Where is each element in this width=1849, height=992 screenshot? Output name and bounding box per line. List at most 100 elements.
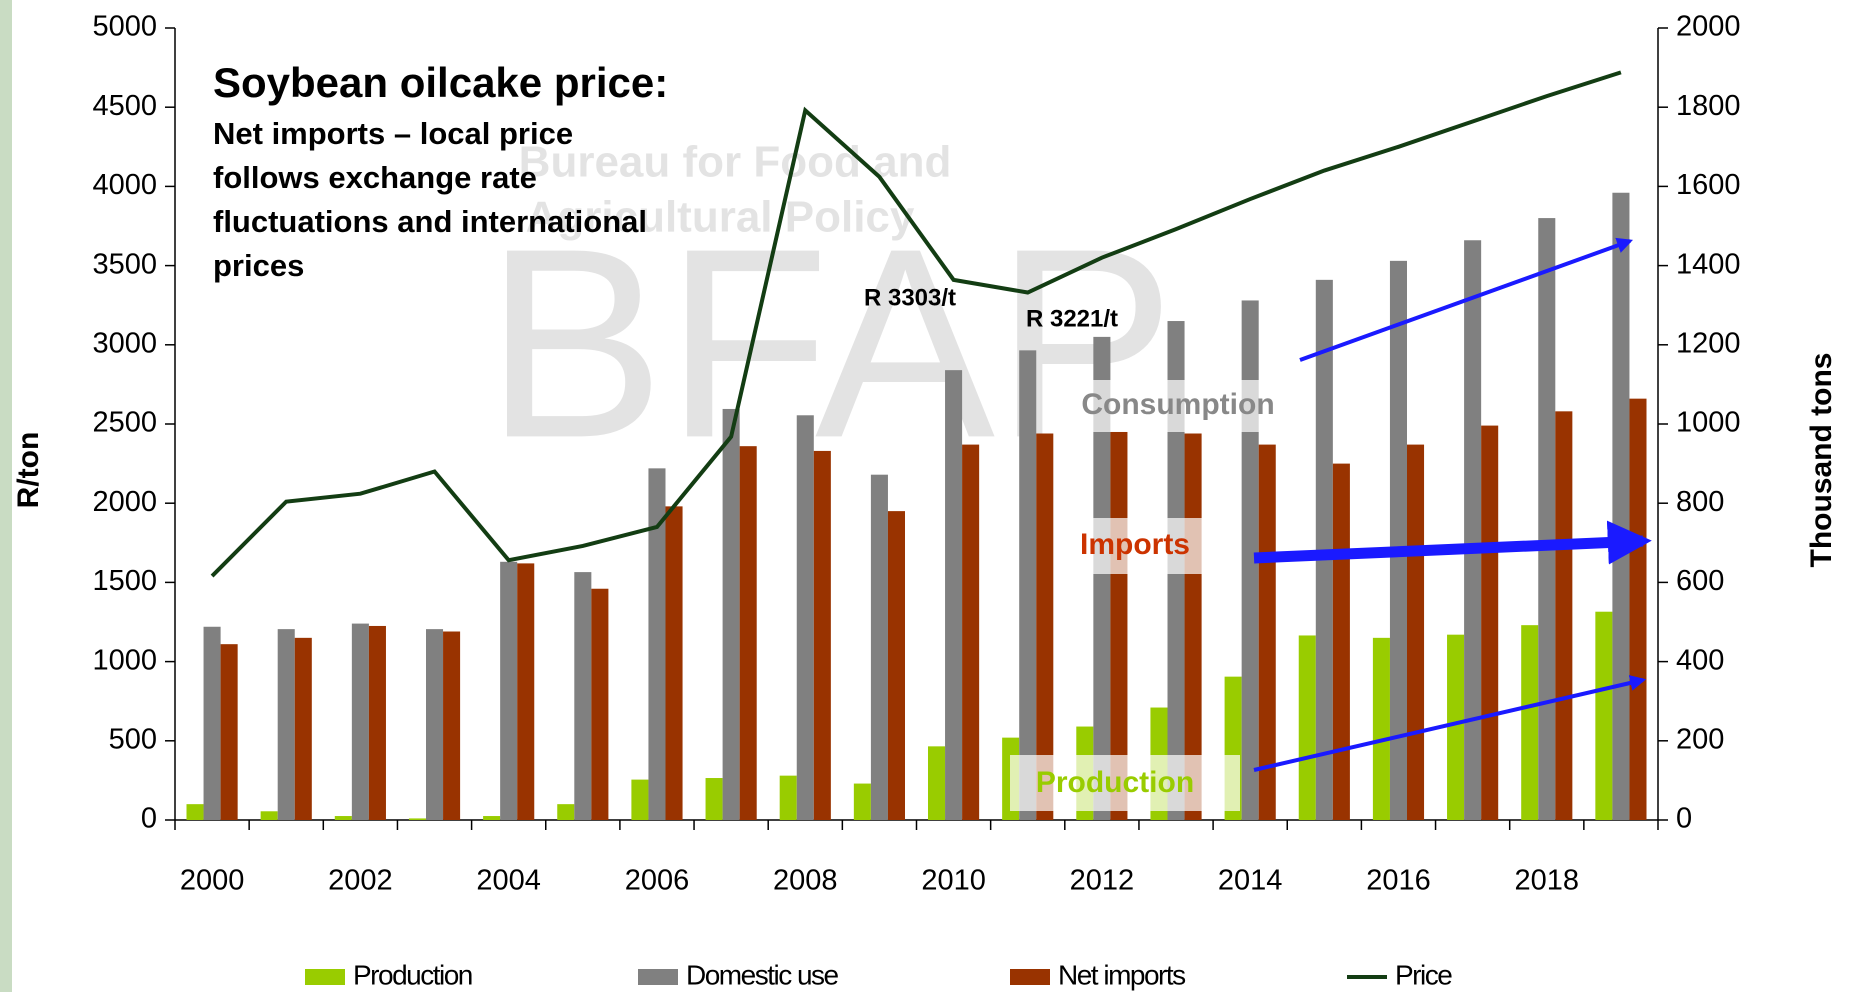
side-strip (0, 0, 12, 992)
y-tick-label: 5000 (92, 11, 157, 43)
y2-tick-label: 1400 (1676, 248, 1741, 280)
bar (1333, 464, 1350, 820)
bar (797, 415, 814, 820)
bar (945, 370, 962, 820)
trend-arrow (1254, 541, 1643, 558)
bar (574, 572, 591, 820)
annotation: Consumption (1081, 388, 1274, 421)
y-tick-label: 0 (141, 803, 157, 835)
bar (1373, 638, 1390, 820)
x-tick-label: 2006 (625, 865, 690, 897)
bar (962, 445, 979, 820)
y-tick-label: 1000 (92, 644, 157, 676)
bar (1612, 193, 1629, 820)
y2-tick-label: 1800 (1676, 90, 1741, 122)
x-tick-label: 2016 (1366, 865, 1431, 897)
x-tick-label: 2002 (328, 865, 393, 897)
y-tick-label: 3500 (92, 248, 157, 280)
y2-axis-label: Thousand tons (1805, 353, 1838, 568)
bar (666, 506, 683, 820)
bar (1299, 635, 1316, 820)
bar (352, 624, 369, 820)
legend-label: Price (1395, 959, 1452, 990)
bar (204, 627, 221, 820)
y-tick-label: 3000 (92, 327, 157, 359)
y2-tick-label: 1200 (1676, 327, 1741, 359)
y2-tick-label: 0 (1676, 803, 1692, 835)
bar (591, 589, 608, 820)
bar (278, 629, 295, 820)
bar (1521, 625, 1538, 820)
y2-tick-label: 800 (1676, 486, 1724, 518)
bar (1538, 218, 1555, 820)
x-tick-label: 2000 (180, 865, 245, 897)
x-tick-label: 2010 (921, 865, 986, 897)
subtitle-line: Net imports – local price (213, 116, 573, 151)
bar (426, 629, 443, 820)
y2-tick-label: 2000 (1676, 11, 1741, 43)
annotation: Imports (1080, 528, 1190, 561)
bar (443, 632, 460, 820)
bar (723, 409, 740, 820)
bar (1464, 240, 1481, 820)
bar (706, 778, 723, 820)
annotation: R 3221/t (1026, 305, 1118, 332)
watermark: Bureau for Food and (519, 138, 952, 187)
bar (335, 816, 352, 820)
y-tick-label: 2000 (92, 486, 157, 518)
bar (1481, 426, 1498, 820)
x-tick-label: 2008 (773, 865, 838, 897)
y2-tick-label: 400 (1676, 644, 1724, 676)
bar (369, 626, 386, 820)
subtitle-line: fluctuations and international (213, 204, 647, 239)
legend-label: Net imports (1058, 959, 1185, 990)
x-tick-label: 2012 (1070, 865, 1135, 897)
y2-tick-label: 200 (1676, 723, 1724, 755)
bar (261, 811, 278, 820)
y-tick-label: 1500 (92, 565, 157, 597)
x-tick-label: 2014 (1218, 865, 1283, 897)
bar (928, 746, 945, 820)
bar (1555, 411, 1572, 820)
x-tick-label: 2004 (476, 865, 541, 897)
bar (1407, 445, 1424, 820)
y-tick-label: 4500 (92, 90, 157, 122)
bar (1595, 612, 1612, 820)
subtitle-line: follows exchange rate (213, 160, 537, 195)
legend-marker (305, 969, 345, 985)
bar (871, 475, 888, 820)
bar (483, 816, 500, 820)
annotation: Production (1036, 766, 1194, 799)
legend-label: Domestic use (686, 959, 839, 990)
annotation: R 3303/t (864, 284, 956, 311)
y2-tick-label: 600 (1676, 565, 1724, 597)
bar (517, 563, 534, 820)
subtitle-line: prices (213, 248, 304, 283)
bar (500, 562, 517, 820)
bar (780, 776, 797, 820)
bar (631, 780, 648, 820)
chart-title: Soybean oilcake price: (213, 59, 668, 106)
bar (221, 644, 238, 820)
bar (295, 638, 312, 820)
legend-label: Production (353, 959, 472, 990)
bar (740, 446, 757, 820)
bar (1629, 399, 1646, 820)
legend-marker (638, 969, 678, 985)
y-tick-label: 2500 (92, 407, 157, 439)
bar (814, 451, 831, 820)
y-axis-label: R/ton (12, 432, 45, 509)
bar (1019, 350, 1036, 820)
chart: Bureau for Food andAgricultural PolicyBF… (0, 0, 1849, 992)
legend-marker (1010, 969, 1050, 985)
y-tick-label: 4000 (92, 169, 157, 201)
bar (409, 818, 426, 820)
bar (557, 804, 574, 820)
x-tick-label: 2018 (1515, 865, 1580, 897)
bar (854, 784, 871, 820)
bar (186, 804, 203, 820)
y2-tick-label: 1000 (1676, 407, 1741, 439)
bar (888, 511, 905, 820)
bar (1447, 635, 1464, 820)
y-tick-label: 500 (109, 723, 157, 755)
